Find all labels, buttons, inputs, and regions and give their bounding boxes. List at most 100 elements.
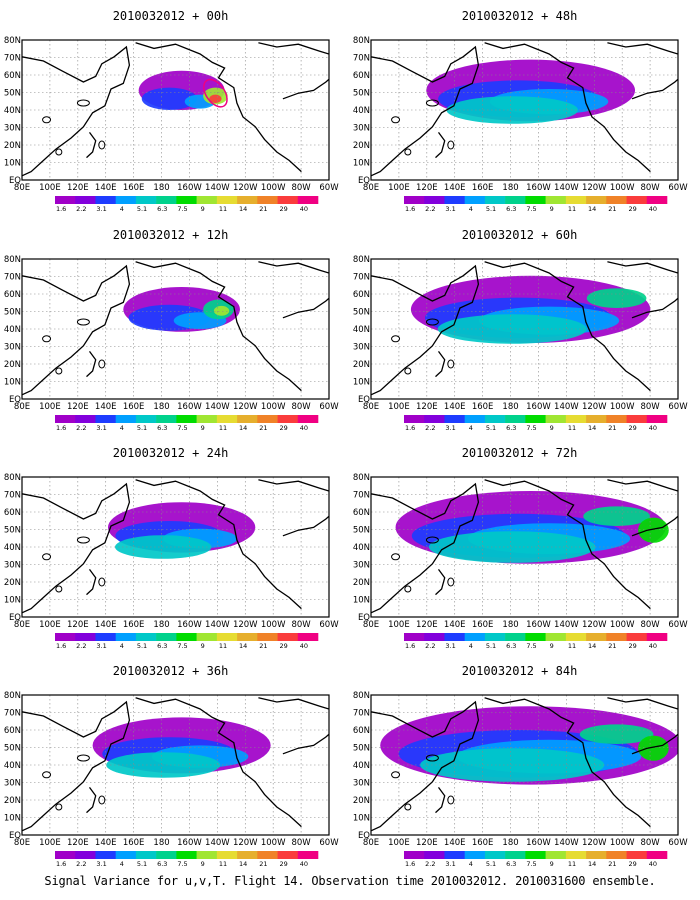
colorbar-label: 6.3	[157, 424, 167, 432]
colorbar-swatch	[525, 851, 546, 859]
colorbar-label: 14	[239, 642, 247, 650]
colorbar-swatch	[525, 196, 546, 204]
colorbar-swatch	[484, 851, 506, 859]
latitude-label: 30N	[353, 343, 370, 353]
colorbar-label: 40	[649, 860, 657, 868]
latitude-label: 80N	[4, 691, 21, 701]
longitude-label: 180	[502, 838, 518, 848]
coastlines	[371, 261, 678, 396]
longitude-label: 100W	[610, 183, 635, 193]
variance-contour	[213, 305, 230, 316]
colorbar-swatch	[646, 851, 668, 859]
colorbar-label: 29	[629, 424, 637, 432]
map-gridlines	[371, 259, 678, 399]
longitude-label: 100E	[388, 620, 410, 630]
colorbar-swatch	[424, 851, 445, 859]
colorbar-swatch	[55, 633, 76, 641]
colorbar-swatch	[115, 633, 137, 641]
colorbar-label: 6.3	[506, 642, 516, 650]
map-panel: 2010032012 + 12h 80N 70N 60N 50N 40N 30N 20N 10N…	[4, 228, 339, 432]
colorbar-label: 21	[259, 642, 267, 650]
colorbar-swatch	[424, 415, 445, 423]
variance-contour	[209, 94, 222, 104]
colorbar-label: 6.3	[506, 860, 516, 868]
colorbar: 1.6 2.2 3.1 4 5.1 6.3 7.5 9 11 14 21 29 40	[55, 415, 319, 432]
colorbar-swatch	[545, 196, 567, 204]
map-gridlines	[22, 259, 329, 399]
colorbar-label: 9	[201, 205, 205, 213]
colorbar-swatch	[156, 415, 177, 423]
latitude-label: 80N	[353, 36, 370, 46]
colorbar-swatch	[464, 415, 486, 423]
colorbar-swatch	[565, 633, 587, 641]
colorbar-swatch	[257, 415, 278, 423]
colorbar-label: 40	[649, 205, 657, 213]
colorbar-swatch	[196, 196, 218, 204]
latitude-label: 30N	[4, 343, 21, 353]
latitude-label: 20N	[4, 360, 21, 370]
latitude-label: 50N	[4, 744, 21, 754]
colorbar-swatch	[505, 851, 526, 859]
coastlines	[371, 42, 678, 177]
latitude-label: 80N	[353, 473, 370, 483]
colorbar-swatch	[115, 851, 137, 859]
longitude-label: 120W	[233, 402, 258, 412]
colorbar-swatch	[216, 633, 238, 641]
latitude-label: EQ	[9, 176, 21, 186]
colorbar-label: 6.3	[157, 205, 167, 213]
longitude-label: 100W	[261, 838, 286, 848]
colorbar-label: 3.1	[96, 642, 106, 650]
colorbar-label: 29	[280, 424, 288, 432]
variance-field	[410, 275, 651, 344]
colorbar-label: 5.1	[486, 205, 496, 213]
latitude-label: 50N	[353, 89, 370, 99]
latitude-label: 30N	[4, 779, 21, 789]
latitude-label: 10N	[4, 814, 21, 824]
latitude-label: 10N	[353, 596, 370, 606]
longitude-label: 160W	[526, 838, 551, 848]
colorbar-label: 14	[588, 642, 596, 650]
colorbar-label: 3.1	[445, 205, 455, 213]
flight-track	[203, 78, 228, 108]
longitude-label: 120W	[582, 620, 607, 630]
longitude-label: 100W	[261, 183, 286, 193]
colorbar-label: 4	[469, 424, 473, 432]
colorbar-swatch	[586, 196, 607, 204]
longitude-label: 160W	[177, 620, 202, 630]
longitude-label: 160E	[472, 402, 494, 412]
longitude-label: 80E	[363, 620, 379, 630]
longitude-label: 100W	[610, 620, 635, 630]
longitude-label: 140W	[554, 838, 579, 848]
colorbar-label: 21	[608, 642, 616, 650]
longitude-label: 120W	[233, 183, 258, 193]
colorbar-label: 21	[259, 860, 267, 868]
coastlines	[371, 697, 678, 832]
latitude-label: 40N	[353, 543, 370, 553]
longitude-label: 100W	[261, 402, 286, 412]
colorbar-label: 2.2	[76, 424, 86, 432]
colorbar-swatch	[176, 415, 197, 423]
map-gridlines	[371, 477, 678, 617]
colorbar-swatch	[196, 415, 218, 423]
colorbar-label: 1.6	[405, 205, 415, 213]
map-panel: 2010032012 + 48h 80N 70N 60N 50N 40N 30N 20N 10N…	[353, 9, 688, 213]
colorbar-swatch	[196, 851, 218, 859]
colorbar-swatch	[505, 633, 526, 641]
latitude-label: 80N	[4, 255, 21, 265]
variance-field	[426, 59, 636, 124]
longitude-label: 140W	[554, 183, 579, 193]
latitude-label: 20N	[353, 360, 370, 370]
panel-title: 2010032012 + 84h	[462, 664, 578, 678]
latitude-label: 30N	[353, 561, 370, 571]
colorbar-label: 3.1	[96, 860, 106, 868]
colorbar-swatch	[606, 851, 627, 859]
colorbar-swatch	[646, 415, 668, 423]
colorbar-label: 14	[588, 860, 596, 868]
colorbar-swatch	[444, 196, 465, 204]
longitude-label: 100W	[261, 620, 286, 630]
longitude-label: 80W	[640, 183, 660, 193]
latitude-label: 50N	[4, 89, 21, 99]
colorbar-label: 21	[608, 860, 616, 868]
colorbar-label: 1.6	[405, 642, 415, 650]
longitude-label: 160E	[472, 620, 494, 630]
